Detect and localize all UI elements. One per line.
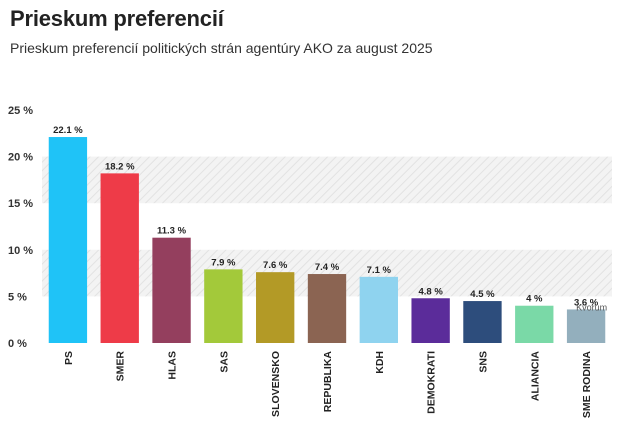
y-tick-label: 0 % bbox=[8, 338, 27, 350]
bar bbox=[515, 305, 554, 343]
y-tick-label: 10 % bbox=[8, 245, 33, 257]
x-tick-label: SME RODINA bbox=[581, 351, 593, 419]
bar bbox=[463, 301, 502, 343]
y-tick-label: 25 % bbox=[8, 105, 33, 117]
data-label: 7.4 % bbox=[315, 262, 340, 273]
x-tick-label: SAS bbox=[218, 351, 230, 373]
x-tick-label: ALIANCIA bbox=[529, 351, 541, 402]
y-tick-label: 15 % bbox=[8, 198, 33, 210]
data-label: 7.1 % bbox=[367, 265, 392, 276]
chart-subtitle: Prieskum preferencií politických strán a… bbox=[10, 40, 433, 56]
y-axis: 0 % 5 % 10 % 15 % 20 % 25 % bbox=[8, 105, 33, 350]
bar bbox=[204, 269, 243, 343]
y-tick-label: 5 % bbox=[8, 291, 27, 303]
y-tick-label: 20 % bbox=[8, 152, 33, 164]
data-label: 7.9 % bbox=[211, 257, 236, 268]
bar bbox=[256, 272, 295, 343]
x-axis-labels: PS SMER HLAS SAS SLOVENSKO REPUBLIKA KDH DEMOKR… bbox=[63, 351, 593, 419]
x-tick-label: SLOVENSKO bbox=[270, 351, 282, 417]
bar bbox=[48, 137, 88, 343]
data-label: 11.3 % bbox=[157, 226, 187, 237]
bar bbox=[152, 237, 191, 343]
x-tick-label: REPUBLIKA bbox=[322, 351, 334, 413]
data-label: 4.8 % bbox=[418, 286, 443, 297]
bar bbox=[307, 274, 347, 343]
chart-title: Prieskum preferencií bbox=[10, 6, 224, 31]
bar bbox=[100, 173, 139, 343]
data-label: 4.5 % bbox=[470, 289, 495, 300]
x-tick-label: SNS bbox=[477, 351, 489, 373]
x-tick-label: PS bbox=[63, 351, 75, 365]
data-label: 4 % bbox=[526, 294, 543, 305]
bar bbox=[566, 309, 606, 343]
x-tick-label: SMER bbox=[115, 351, 127, 382]
bar bbox=[359, 276, 398, 343]
data-labels: 22.1 % 18.2 % 11.3 % 7.9 % 7.6 % 7.4 % 7.1 % 4.… bbox=[53, 125, 599, 308]
data-label: 7.6 % bbox=[263, 260, 288, 271]
x-tick-label: DEMOKRATI bbox=[426, 351, 438, 414]
data-label: 3.6 % bbox=[574, 297, 599, 308]
data-label: 22.1 % bbox=[53, 125, 83, 136]
x-tick-label: KDH bbox=[374, 351, 386, 374]
data-label: 18.2 % bbox=[105, 161, 135, 172]
x-tick-label: HLAS bbox=[167, 351, 179, 380]
watermark: Kvorum bbox=[576, 302, 607, 312]
bar bbox=[411, 298, 450, 343]
bars bbox=[48, 137, 606, 343]
